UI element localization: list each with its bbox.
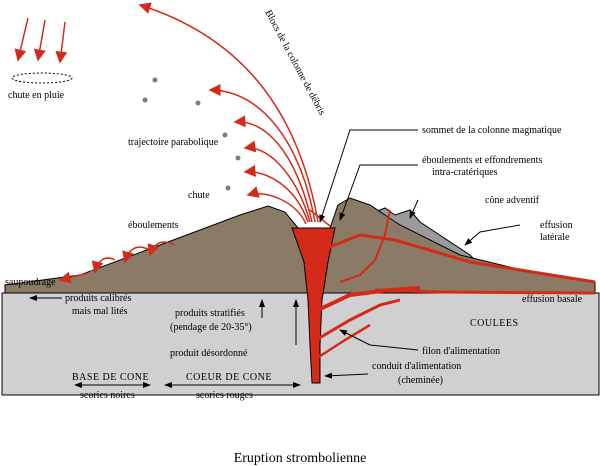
dike — [339, 209, 391, 283]
label: produits stratifiés — [175, 308, 245, 319]
label: éboulements et effondrements — [422, 155, 542, 166]
label: chute — [188, 190, 210, 201]
label: (cheminée) — [398, 375, 443, 386]
label: intra-cratériques — [432, 167, 498, 178]
label: effusion — [540, 220, 573, 231]
dike — [315, 298, 401, 342]
cone-right — [319, 197, 596, 294]
dike — [313, 323, 371, 362]
label: chute en pluie — [8, 90, 65, 101]
label: éboulements — [128, 220, 179, 231]
blocks — [89, 77, 241, 276]
label: mais mal lités — [72, 306, 128, 317]
label: produits calibrés — [65, 293, 131, 304]
conduit — [291, 227, 336, 384]
label: BASE DE CONE — [72, 372, 149, 383]
caption: Eruption strombolienne — [234, 451, 367, 466]
label: scories rouges — [196, 390, 253, 401]
label: cône adventif — [485, 195, 540, 206]
label: trajectoire parabolique — [128, 137, 219, 148]
leaders — [29, 129, 521, 388]
trajectories — [14, 2, 331, 284]
label: produit désordonné — [170, 348, 248, 359]
label: COULEES — [470, 318, 519, 329]
lateral-flow — [321, 233, 596, 284]
label: conduit d'alimentation — [372, 361, 461, 372]
label: effusion basale — [522, 294, 583, 305]
label: sommet de la colonne magmatique — [422, 125, 562, 136]
label: scories noires — [80, 390, 135, 401]
ground — [1, 292, 600, 396]
pluie-cloud — [11, 72, 73, 84]
label: (pendage de 20-35°) — [170, 322, 252, 333]
basal-flow — [374, 288, 596, 295]
label: saupoudrage — [5, 277, 56, 288]
label: COEUR DE CONE — [186, 372, 272, 383]
dike — [317, 286, 421, 312]
label: filon d'alimentation — [422, 346, 500, 357]
label: latérale — [540, 232, 570, 243]
